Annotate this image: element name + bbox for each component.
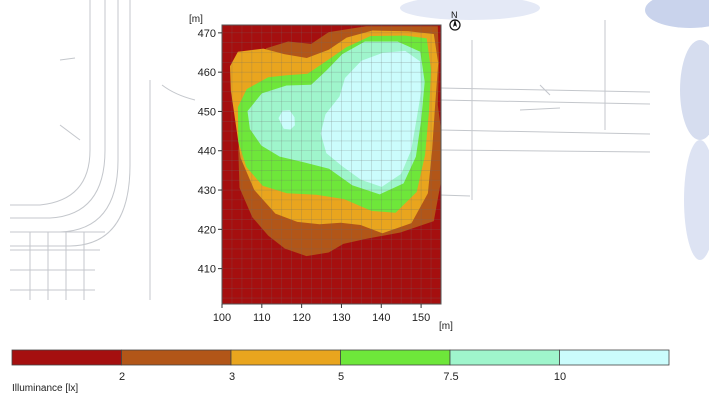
plot-frame — [221, 24, 442, 305]
x-tick-label: 110 — [253, 312, 271, 324]
legend-swatches — [11, 349, 670, 366]
legend-threshold: 2 — [119, 371, 125, 383]
legend-swatch — [559, 349, 670, 366]
y-tick-label: 430 — [198, 185, 216, 197]
north-arrow-needle-icon — [453, 19, 457, 27]
y-tick-label: 470 — [198, 28, 216, 40]
site-detail — [439, 20, 606, 200]
road-line — [10, 0, 131, 247]
site-detail — [59, 57, 81, 141]
legend-swatch — [449, 349, 560, 366]
plot-area — [221, 24, 442, 305]
y-tick-label: 460 — [198, 67, 216, 79]
contour-layer — [230, 26, 441, 257]
legend-threshold: 5 — [338, 371, 344, 383]
road-line — [161, 84, 196, 101]
road-line — [10, 0, 91, 206]
x-tick-label: 120 — [292, 312, 310, 324]
contour-region-10 — [278, 110, 295, 130]
decorative-clouds — [400, 0, 709, 260]
grid-layer — [221, 25, 442, 304]
legend-swatch — [230, 349, 341, 366]
legend-swatch — [121, 349, 232, 366]
north-label: N — [451, 10, 458, 20]
contour-region-10 — [320, 50, 422, 187]
legend-swatch — [340, 349, 451, 366]
site-detail — [519, 84, 561, 111]
legend-threshold: 7.5 — [443, 371, 458, 383]
y-tick-label: 420 — [198, 224, 216, 236]
axes: 100 110 120 130 140 150 410 420 430 440 450 460 470 — [198, 28, 431, 324]
road-line — [10, 0, 106, 219]
legend-title: Illuminance [lx] — [12, 383, 78, 394]
x-tick-label: 130 — [332, 312, 350, 324]
x-tick-label: 100 — [213, 312, 231, 324]
y-tick-label: 450 — [198, 106, 216, 118]
north-arrow: N — [449, 10, 461, 31]
x-tick-label: 150 — [412, 312, 430, 324]
y-unit-label: [m] — [189, 14, 203, 25]
x-tick-label: 140 — [372, 312, 390, 324]
legend-swatch — [11, 349, 122, 366]
lot-line — [10, 231, 105, 291]
lot-line — [29, 232, 85, 300]
y-tick-label: 440 — [198, 146, 216, 158]
y-tick-label: 410 — [198, 264, 216, 276]
legend: 2 3 5 7.5 10 Illuminance [lx] — [11, 349, 670, 394]
legend-threshold: 10 — [554, 371, 566, 383]
legend-threshold: 3 — [229, 371, 235, 383]
x-unit-label: [m] — [439, 321, 453, 332]
